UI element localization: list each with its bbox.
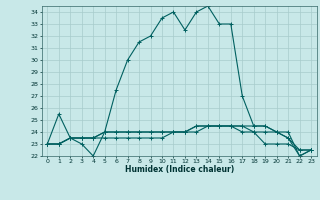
X-axis label: Humidex (Indice chaleur): Humidex (Indice chaleur) bbox=[124, 165, 234, 174]
